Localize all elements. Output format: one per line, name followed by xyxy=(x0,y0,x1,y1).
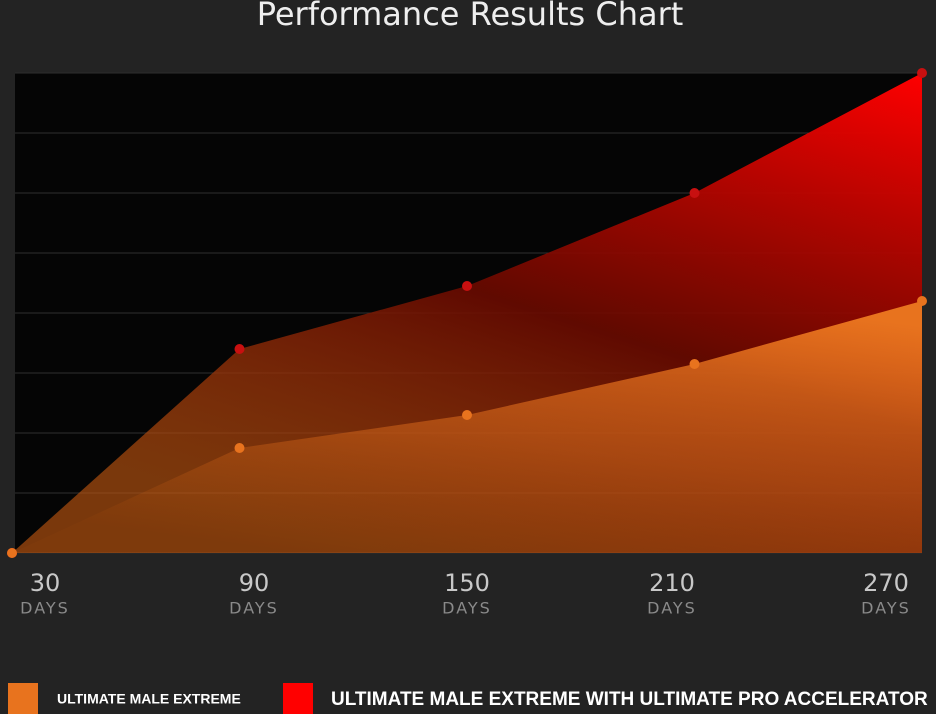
data-point xyxy=(462,410,472,420)
x-unit-label: DAYS xyxy=(229,599,279,618)
legend-swatch xyxy=(283,683,313,714)
x-tick-label: 90 xyxy=(239,569,270,597)
data-point xyxy=(689,188,700,198)
x-unit-label: DAYS xyxy=(861,599,911,618)
data-point xyxy=(689,359,700,369)
data-point xyxy=(917,296,927,306)
data-point xyxy=(917,68,927,78)
data-point xyxy=(462,281,472,291)
data-point xyxy=(234,344,245,354)
chart-title: Performance Results Chart xyxy=(257,0,684,33)
x-tick-label: 150 xyxy=(444,569,490,597)
x-unit-label: DAYS xyxy=(442,599,492,618)
legend-swatch xyxy=(8,683,38,714)
legend-label: ULTIMATE MALE EXTREME xyxy=(57,691,241,707)
x-tick-label: 270 xyxy=(863,569,909,597)
data-point xyxy=(234,443,245,453)
x-tick-label: 30 xyxy=(30,569,61,597)
data-point xyxy=(7,548,17,558)
x-tick-label: 210 xyxy=(649,569,695,597)
legend-label: ULTIMATE MALE EXTREME WITH ULTIMATE PRO … xyxy=(331,689,928,710)
x-unit-label: DAYS xyxy=(647,599,697,618)
x-unit-label: DAYS xyxy=(20,599,70,618)
